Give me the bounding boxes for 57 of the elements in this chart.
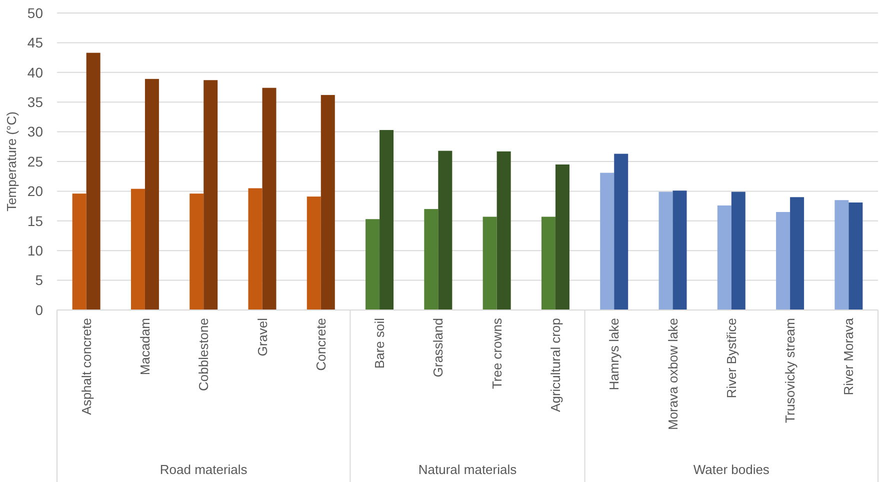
bar — [717, 205, 732, 310]
y-tick-label: 20 — [27, 183, 44, 200]
y-tick-label: 40 — [27, 64, 44, 80]
bar — [555, 164, 570, 310]
text: Water bodies — [693, 462, 770, 477]
bar — [658, 192, 673, 310]
x-tick-label: Cobblestone — [196, 318, 212, 391]
text: Natural materials — [418, 462, 518, 477]
x-tick-label: Tree crowns — [489, 318, 504, 390]
y-tick-label: 35 — [27, 94, 44, 110]
bar — [600, 172, 614, 310]
bar — [190, 194, 204, 310]
bar — [848, 202, 863, 310]
bar — [614, 154, 628, 310]
bar — [790, 197, 804, 310]
bar — [130, 188, 145, 310]
bar — [144, 78, 159, 310]
x-tick-label: Hamrys lake — [606, 318, 622, 390]
bar — [776, 212, 790, 310]
bar — [482, 216, 497, 310]
bar — [306, 196, 321, 310]
bar — [438, 150, 452, 310]
bar — [731, 192, 746, 310]
bar — [366, 219, 380, 310]
bar — [86, 52, 100, 310]
x-tick-label: Concrete — [313, 318, 328, 371]
y-tick-label: 15 — [27, 212, 44, 229]
y-tick-label: 30 — [27, 124, 44, 140]
y-tick-label: 25 — [27, 153, 44, 170]
x-tick-label: Gravel — [254, 318, 270, 356]
bar — [496, 151, 511, 310]
bar — [248, 188, 262, 310]
x-tick-label: Macadam — [138, 318, 153, 376]
y-tick-label: 45 — [27, 34, 44, 51]
x-tick-label: River Morava — [841, 317, 856, 396]
x-tick-label: Bare soil — [372, 318, 388, 369]
x-tick-label: Agricultural crop — [548, 318, 564, 412]
bar — [541, 216, 556, 310]
x-tick-label: Grassland — [430, 318, 446, 378]
y-tick-label: 10 — [27, 242, 44, 258]
x-tick-label: River Bystřice — [724, 318, 739, 398]
bar — [672, 190, 687, 310]
bar — [424, 209, 438, 310]
bar — [204, 80, 218, 310]
y-tick-label: 50 — [27, 4, 44, 21]
bar — [320, 94, 335, 310]
x-tick-label: Asphalt concrete — [78, 318, 94, 415]
x-tick-label: Morava oxbow lake — [665, 318, 680, 430]
bar — [380, 130, 394, 310]
bar — [262, 88, 276, 310]
y-tick-label: 5 — [35, 272, 44, 288]
x-tick-label: Trusovicky stream — [782, 318, 798, 423]
y-axis-title: Temperature (°C) — [4, 112, 19, 212]
bar — [834, 200, 849, 310]
y-tick-label: 0 — [35, 302, 44, 318]
text: Road materials — [160, 462, 248, 477]
bar — [72, 194, 86, 310]
